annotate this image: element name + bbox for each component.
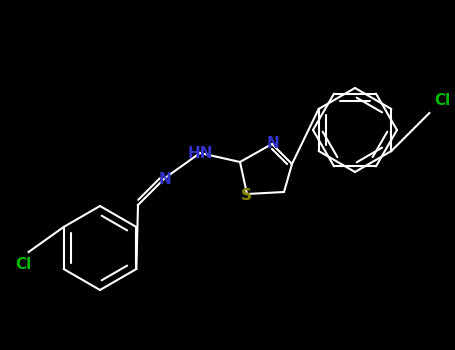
Text: HN: HN: [187, 146, 213, 161]
Text: N: N: [159, 173, 172, 188]
Text: S: S: [241, 189, 252, 203]
Text: Cl: Cl: [435, 93, 450, 108]
Text: Cl: Cl: [15, 257, 32, 272]
Text: N: N: [267, 135, 279, 150]
